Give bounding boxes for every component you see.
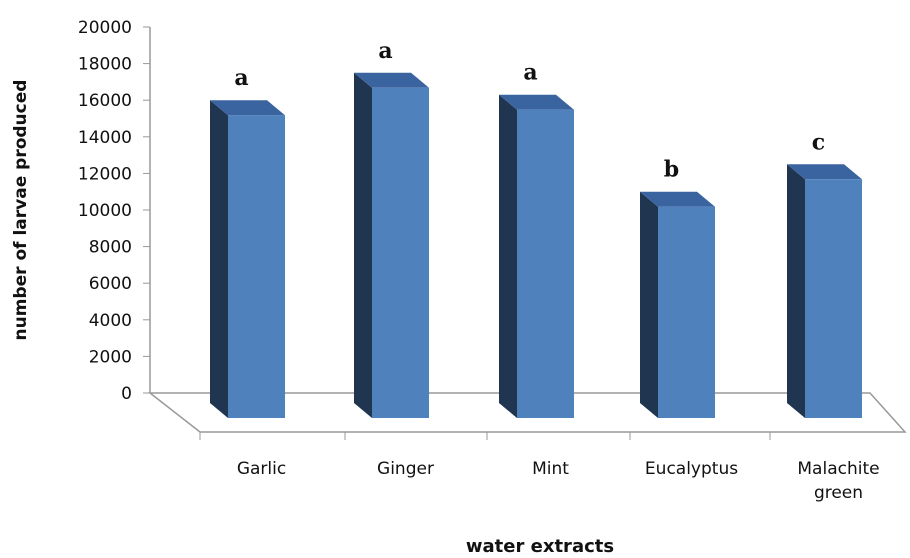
y-tick-label: 16000 <box>78 91 132 111</box>
bar-top <box>640 191 715 207</box>
bar-side <box>210 100 228 418</box>
bar-side <box>354 72 372 418</box>
bar <box>517 109 574 419</box>
x-tick-label: Malachite green <box>797 459 880 503</box>
y-tick-label: 8000 <box>89 238 132 258</box>
bar <box>228 115 285 418</box>
y-tick-label: 6000 <box>89 274 132 294</box>
bar-side <box>640 191 658 418</box>
annotation: a <box>523 60 537 86</box>
annotation: b <box>664 157 679 183</box>
bar-side <box>499 94 517 419</box>
y-tick-label: 0 <box>121 384 132 404</box>
y-tick-label: 10000 <box>78 201 132 221</box>
bar-top <box>499 94 574 110</box>
bar <box>658 206 715 418</box>
bar-top <box>787 164 862 180</box>
x-axis-label: water extracts <box>466 536 614 557</box>
y-tick-label: 18000 <box>78 55 132 75</box>
x-tick-label: Garlic <box>236 459 287 479</box>
y-tick-label: 2000 <box>89 347 132 367</box>
annotation: c <box>812 129 825 155</box>
bar-top <box>210 100 285 116</box>
x-tick-label: Eucalyptus <box>644 459 739 479</box>
x-tick-label: Ginger <box>377 459 434 479</box>
annotation: a <box>378 38 392 64</box>
y-tick-label: 14000 <box>78 128 132 148</box>
annotation: a <box>234 65 248 91</box>
bar-side <box>787 164 805 418</box>
bar <box>805 179 862 418</box>
bar-top <box>354 72 429 88</box>
y-axis-label: number of larvae produced <box>11 80 31 341</box>
floor <box>147 392 907 433</box>
y-tick-label: 12000 <box>78 164 132 184</box>
y-tick-label: 4000 <box>89 311 132 331</box>
bar <box>372 87 429 418</box>
y-tick-label: 20000 <box>78 18 132 38</box>
x-tick-label: Mint <box>532 459 569 479</box>
